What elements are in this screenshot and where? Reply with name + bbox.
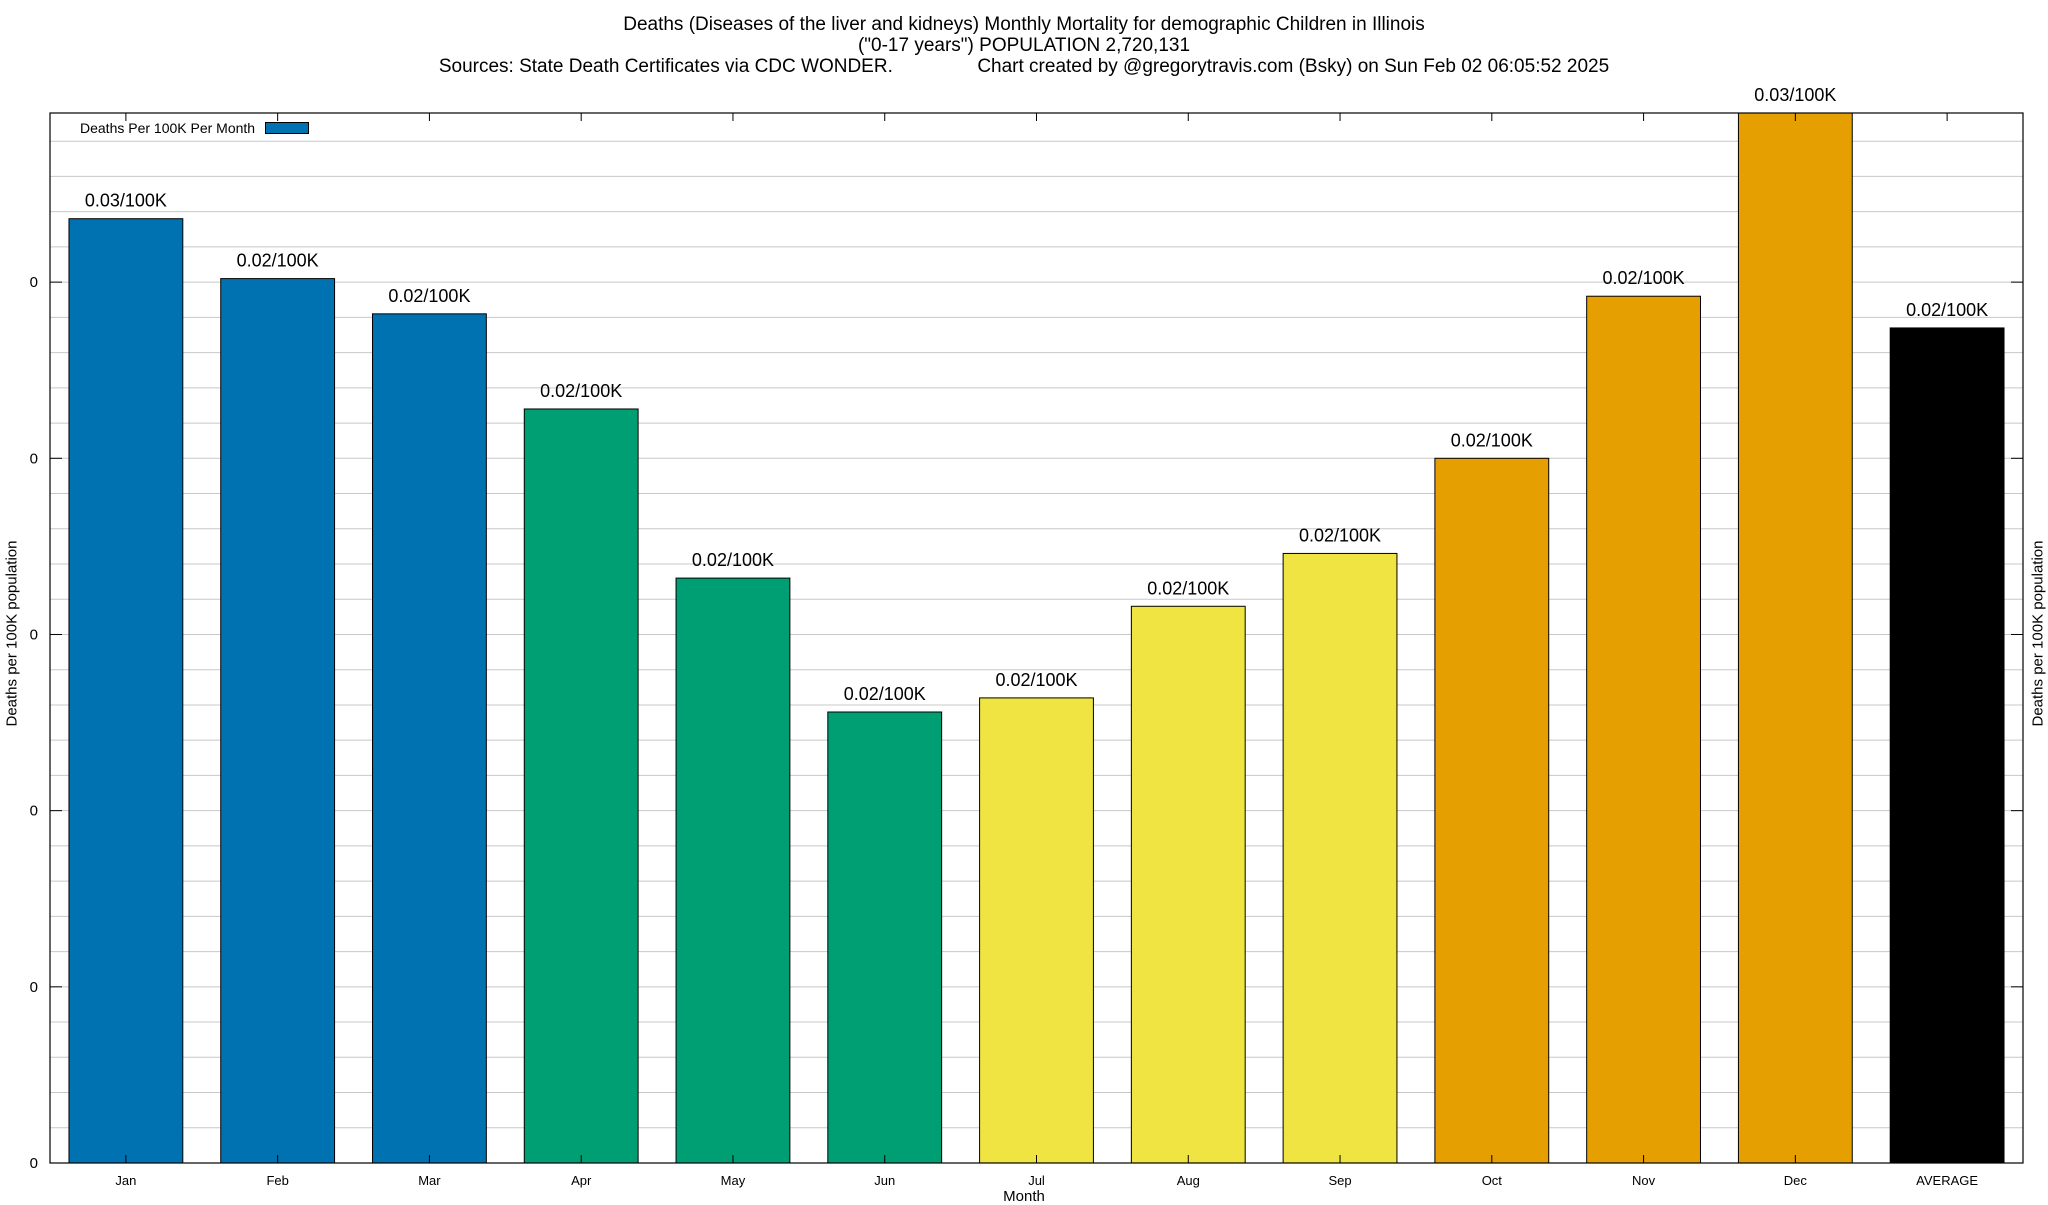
title-line-1: Deaths (Diseases of the liver and kidney… xyxy=(623,14,1425,35)
x-tick-label: Jun xyxy=(874,1173,895,1188)
data-label: 0.02/100K xyxy=(237,251,319,271)
y-axis-label: Deaths per 100K population xyxy=(3,540,21,727)
x-tick-label: Dec xyxy=(1784,1173,1808,1188)
y-tick-label: 0 xyxy=(30,1155,38,1172)
data-label: 0.02/100K xyxy=(1451,430,1533,450)
bar-sep xyxy=(1282,552,1398,1164)
title-line-3: Sources: State Death Certificates via CD… xyxy=(438,56,1610,77)
bar-aug xyxy=(1130,605,1246,1164)
data-label: 0.02/100K xyxy=(692,550,774,570)
data-label: 0.02/100K xyxy=(1906,300,1988,320)
bar-mar xyxy=(372,313,487,1164)
data-label: 0.02/100K xyxy=(995,670,1077,690)
x-tick-label: Jul xyxy=(1028,1173,1045,1188)
bar-may xyxy=(675,577,791,1164)
x-tick-label: Apr xyxy=(571,1173,592,1188)
x-tick-label: Sep xyxy=(1328,1173,1351,1188)
x-tick-label: Mar xyxy=(418,1173,441,1188)
x-tick-label: Aug xyxy=(1177,1173,1200,1188)
x-tick-label: AVERAGE xyxy=(1916,1173,1978,1188)
x-tick-label: Oct xyxy=(1482,1173,1503,1188)
data-label: 0.02/100K xyxy=(844,684,926,704)
legend-swatch xyxy=(265,122,310,134)
x-tick-label: May xyxy=(721,1173,746,1188)
bar-oct xyxy=(1434,457,1550,1164)
x-tick-label: Jan xyxy=(115,1173,136,1188)
bar-dec xyxy=(1737,112,1853,1164)
data-label: 0.03/100K xyxy=(1754,85,1836,105)
data-label: 0.02/100K xyxy=(388,286,470,306)
x-tick-label: Feb xyxy=(266,1173,288,1188)
y-axis-label-right: Deaths per 100K population xyxy=(2029,540,2047,727)
bar-jun xyxy=(827,711,943,1164)
bar-average xyxy=(1889,327,2005,1164)
data-label: 0.03/100K xyxy=(85,191,167,211)
y-tick-label: 0 xyxy=(30,626,38,643)
bar-jul xyxy=(979,697,1094,1164)
bar-apr xyxy=(523,408,639,1164)
bar-feb xyxy=(220,278,336,1164)
data-label: 0.02/100K xyxy=(1147,578,1229,598)
y-tick-label: 0 xyxy=(30,979,38,996)
x-axis-label: Month xyxy=(1003,1188,1045,1205)
data-label: 0.02/100K xyxy=(540,381,622,401)
data-label: 0.02/100K xyxy=(1299,525,1381,545)
chart-title: Deaths (Diseases of the liver and kidney… xyxy=(0,14,2048,77)
y-tick-label: 0 xyxy=(30,274,38,291)
y-tick-label: 0 xyxy=(30,450,38,467)
data-label: 0.02/100K xyxy=(1603,268,1685,288)
legend-label: Deaths Per 100K Per Month xyxy=(80,120,256,136)
legend: Deaths Per 100K Per Month xyxy=(80,120,310,136)
plot-frame xyxy=(49,112,2024,1164)
y-tick-label: 0 xyxy=(30,803,38,820)
title-line-2: ("0-17 years") POPULATION 2,720,131 xyxy=(857,35,1191,56)
x-tick-label: Nov xyxy=(1632,1173,1656,1188)
bar-nov xyxy=(1586,295,1701,1164)
bar-jan xyxy=(68,218,184,1164)
